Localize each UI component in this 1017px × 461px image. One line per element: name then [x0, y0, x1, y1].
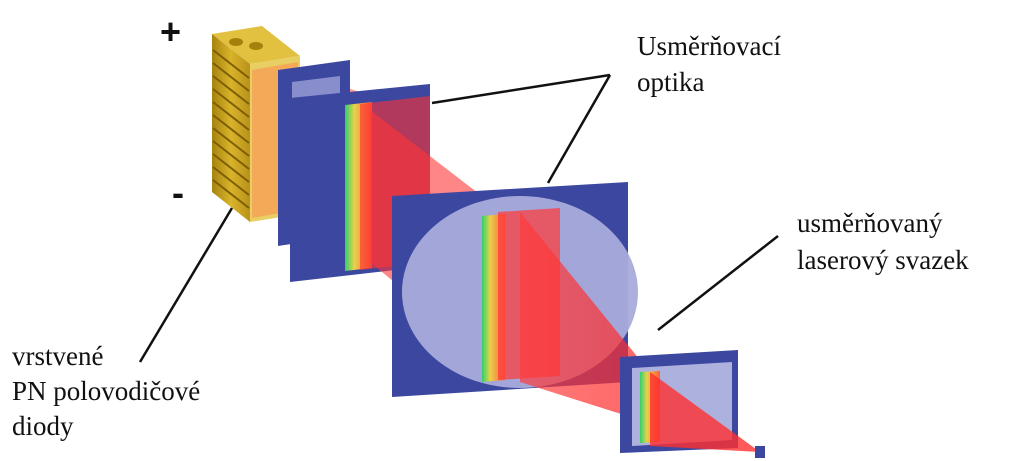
label-beam-line2: laserový svazek — [797, 245, 969, 275]
leader-optics-2 — [546, 74, 612, 184]
leader-diodes — [138, 207, 234, 363]
label-optics-line1: Usměrňovací — [637, 31, 781, 61]
label-diodes-line3: diody — [12, 411, 74, 441]
diode-hole-icon — [229, 38, 243, 46]
beam-focus-point — [755, 446, 765, 458]
diode-hole-icon — [249, 42, 263, 50]
diode-ridge — [212, 166, 250, 196]
minus-sign: - — [172, 172, 184, 213]
laser-beam-stage3 — [520, 212, 640, 420]
diode-ridge — [212, 127, 250, 157]
label-beam-line1: usměrňovaný — [797, 208, 943, 238]
leader-beam — [657, 235, 779, 331]
diode-ridge — [212, 114, 250, 144]
diode-ridge — [212, 88, 250, 118]
plus-sign: + — [160, 11, 182, 52]
diode-ridge — [212, 49, 250, 79]
label-diodes-line1: vrstvené — [12, 341, 104, 371]
diode-ridge — [212, 140, 250, 170]
leader-lines — [138, 73, 779, 363]
leader-optics-1 — [431, 73, 611, 105]
diode-ridges — [212, 49, 250, 209]
diode-ridge — [212, 179, 250, 209]
label-diodes-line2: PN polovodičové — [12, 376, 201, 406]
diode-ridge — [212, 153, 250, 183]
diode-ridge — [212, 62, 250, 92]
diode-ridge — [212, 75, 250, 105]
label-optics-line2: optika — [637, 67, 705, 97]
diode-ridge — [212, 101, 250, 131]
optic-panel-4 — [620, 350, 760, 453]
